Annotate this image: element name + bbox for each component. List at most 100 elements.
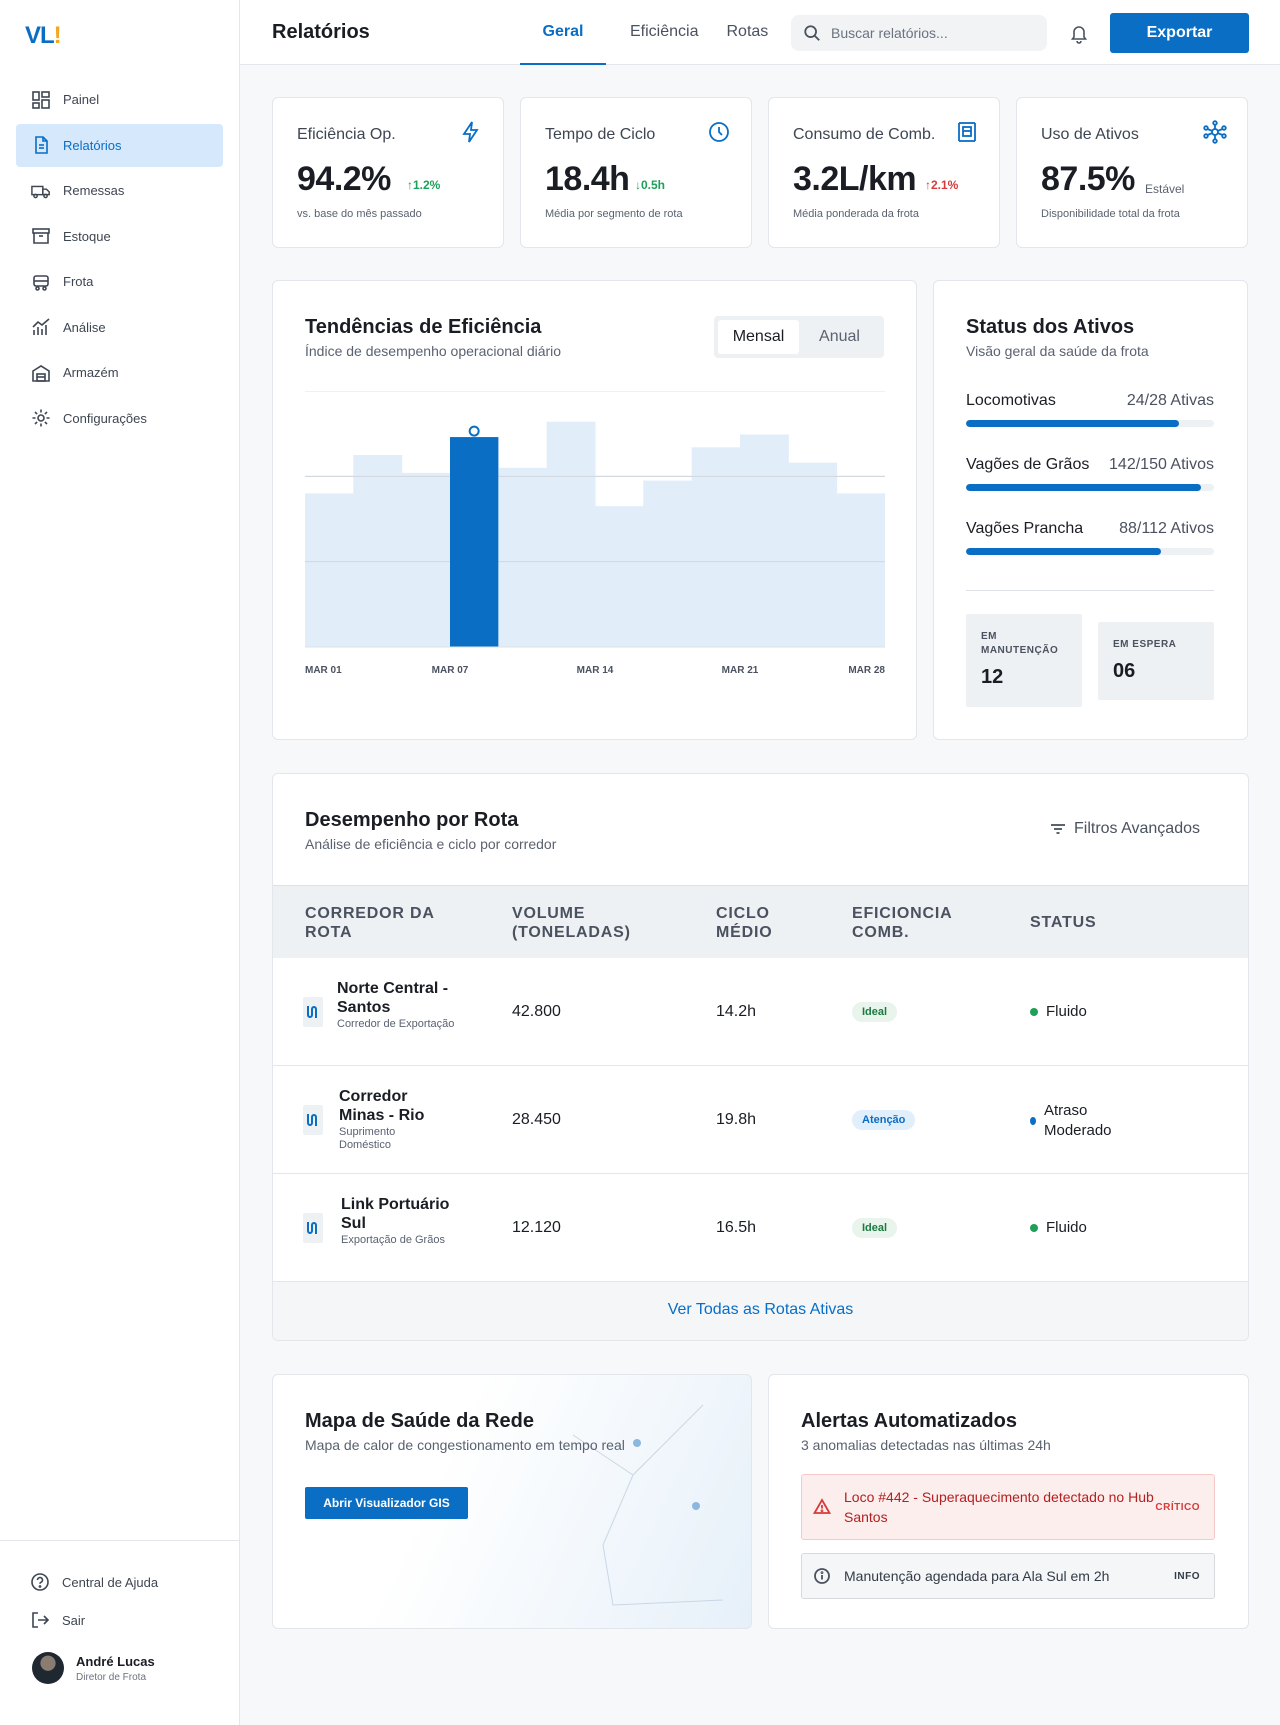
alert-critical[interactable]: Loco #442 - Superaquecimento detectado n… bbox=[801, 1474, 1215, 1540]
toggle-yearly[interactable]: Anual bbox=[819, 328, 860, 345]
chart-bar[interactable] bbox=[740, 434, 789, 647]
kpi-subtitle: Média por segmento de rota bbox=[545, 208, 683, 220]
chart-bar[interactable] bbox=[305, 493, 354, 647]
column-header[interactable]: Eficioncia Comb. bbox=[852, 905, 952, 941]
alert-info[interactable]: Manutenção agendada para Ala Sul em 2h I… bbox=[801, 1553, 1215, 1599]
route-description: Suprimento Doméstico bbox=[339, 1126, 396, 1151]
sidebar-item-label: Relatórios bbox=[63, 137, 122, 153]
clock-icon bbox=[707, 120, 731, 144]
logout-link[interactable]: Sair bbox=[30, 1601, 239, 1639]
route-icon bbox=[303, 1213, 323, 1243]
help-link[interactable]: Central de Ajuda bbox=[30, 1563, 239, 1601]
open-gis-viewer-button[interactable]: Abrir Visualizador GIS bbox=[305, 1487, 468, 1519]
section-title: Desempenho por Rota bbox=[305, 809, 519, 831]
tab-rotas[interactable]: Rotas bbox=[726, 23, 769, 40]
status-dot bbox=[1030, 1007, 1038, 1016]
chart-bar[interactable] bbox=[691, 447, 741, 647]
column-header[interactable]: Volume (Toneladas) bbox=[512, 905, 631, 941]
sidebar-item-remessas[interactable]: Remessas bbox=[16, 169, 223, 212]
sidebar-item-configuracoes[interactable]: Configurações bbox=[16, 397, 223, 440]
asset-status-card: Status dos Ativos Visão geral da saúde d… bbox=[933, 280, 1248, 740]
waiting-stat: EM ESPERA 06 bbox=[1098, 622, 1214, 700]
section-subtitle: Mapa de calor de congestionamento em tem… bbox=[305, 1437, 625, 1453]
progress-fill bbox=[966, 548, 1161, 555]
chart-bar[interactable] bbox=[595, 506, 644, 647]
tab-eficiencia[interactable]: Eficiência bbox=[630, 23, 699, 40]
section-subtitle: Visão geral da saúde da frota bbox=[966, 343, 1149, 359]
section-title: Mapa de Saúde da Rede bbox=[305, 1410, 534, 1432]
period-toggle: Mensal Anual bbox=[714, 316, 884, 358]
chart-bar-highlight[interactable] bbox=[450, 437, 499, 647]
status-dot bbox=[1030, 1117, 1036, 1125]
toggle-monthly[interactable]: Mensal bbox=[718, 320, 799, 354]
user-role: Diretor de Frota bbox=[76, 1671, 147, 1683]
alert-tag: CRÍTICO bbox=[1155, 1501, 1200, 1513]
column-header[interactable]: Corredor da Rota bbox=[305, 905, 435, 941]
search-input[interactable] bbox=[831, 25, 1031, 41]
sidebar-item-estoque[interactable]: Estoque bbox=[16, 215, 223, 258]
help-icon bbox=[31, 1573, 49, 1591]
kpi-title: Consumo de Comb. bbox=[793, 126, 936, 143]
asset-name: Vagões Prancha bbox=[966, 520, 1084, 537]
section-title: Tendências de Eficiência bbox=[305, 316, 542, 338]
kpi-value: 3.2L/km bbox=[793, 160, 917, 198]
analytics-icon bbox=[31, 317, 51, 337]
logout-label: Sair bbox=[62, 1612, 86, 1628]
maintenance-stat: EM MANUTENÇÃO 12 bbox=[966, 614, 1082, 707]
column-header[interactable]: Ciclo Médio bbox=[716, 905, 773, 941]
asset-count: 24/28 Ativas bbox=[1126, 392, 1214, 409]
brand-logo[interactable]: VL! bbox=[25, 22, 62, 49]
filter-icon bbox=[1051, 824, 1065, 834]
alert-text: Manutenção agendada para Ala Sul em 2h bbox=[844, 1568, 1110, 1584]
automated-alerts-card: Alertas Automatizados 3 anomalias detect… bbox=[768, 1374, 1249, 1629]
chart-bar[interactable] bbox=[836, 493, 885, 647]
advanced-filters-button[interactable]: Filtros Avançados bbox=[1050, 820, 1200, 838]
sidebar-item-frota[interactable]: Frota bbox=[16, 260, 223, 303]
route-icon bbox=[303, 1105, 323, 1135]
sidebar: VL! Painel Relatórios Remessas Estoque F… bbox=[0, 0, 240, 1725]
warehouse-icon bbox=[31, 363, 51, 383]
notifications-bell-icon[interactable] bbox=[1068, 22, 1090, 44]
route-performance-card: Desempenho por Rota Análise de eficiênci… bbox=[272, 773, 1249, 1341]
sidebar-item-label: Remessas bbox=[63, 183, 125, 198]
document-icon bbox=[31, 135, 51, 155]
user-profile[interactable]: André Lucas Diretor de Frota bbox=[32, 1652, 155, 1684]
logout-icon bbox=[32, 1612, 50, 1628]
efficiency-bar-chart: MAR 01 MAR 07 MAR 14 MAR 21 MAR 28 bbox=[305, 391, 885, 676]
chart-bar[interactable] bbox=[498, 467, 548, 647]
sidebar-item-relatorios[interactable]: Relatórios bbox=[16, 123, 223, 167]
see-all-routes-link[interactable]: Ver Todas as Rotas Ativas bbox=[273, 1282, 1248, 1340]
table-row[interactable]: Corredor Minas - Rio Suprimento Doméstico… bbox=[273, 1066, 1248, 1174]
chart-bar[interactable] bbox=[643, 480, 693, 647]
top-bar: Relatórios Geral Eficiência Rotas Export… bbox=[240, 0, 1280, 65]
chart-bar[interactable] bbox=[353, 455, 403, 647]
sidebar-item-label: Armazém bbox=[63, 365, 119, 380]
chart-bar[interactable] bbox=[546, 421, 596, 647]
sidebar-item-analise[interactable]: Análise bbox=[16, 306, 223, 349]
x-tick-label: MAR 07 bbox=[432, 665, 469, 676]
asset-name: Locomotivas bbox=[966, 392, 1056, 409]
table-row[interactable]: Norte Central - Santos Corredor de Export… bbox=[273, 958, 1248, 1066]
tab-geral[interactable]: Geral bbox=[520, 0, 606, 65]
kpi-subtitle: Média ponderada da frota bbox=[793, 208, 919, 220]
sidebar-item-painel[interactable]: Painel bbox=[16, 78, 223, 121]
chart-bar[interactable] bbox=[401, 472, 451, 647]
stat-value: 06 bbox=[1113, 660, 1136, 682]
efficiency-badge: Ideal bbox=[852, 1002, 898, 1022]
x-tick-label: MAR 01 bbox=[305, 665, 342, 676]
section-subtitle: Análise de eficiência e ciclo por corred… bbox=[305, 836, 557, 852]
tab-bar: Geral Eficiência Rotas bbox=[520, 0, 782, 65]
table-row[interactable]: Link Portuário Sul Exportação de Grãos 12… bbox=[273, 1174, 1248, 1282]
asset-row-grain-wagons: Vagões de Grãos 142/150 Ativos bbox=[966, 456, 1214, 491]
page-title: Relatórios bbox=[272, 21, 370, 43]
info-icon bbox=[812, 1566, 832, 1586]
sidebar-item-armazem[interactable]: Armazém bbox=[16, 351, 223, 394]
sidebar-nav: Painel Relatórios Remessas Estoque Frota… bbox=[16, 78, 223, 442]
export-button[interactable]: Exportar bbox=[1110, 13, 1249, 53]
help-label: Central de Ajuda bbox=[62, 1574, 159, 1590]
progress-bar bbox=[966, 484, 1214, 491]
column-header[interactable]: Status bbox=[1030, 914, 1097, 931]
sidebar-item-label: Painel bbox=[63, 92, 100, 107]
chart-bar[interactable] bbox=[788, 462, 838, 647]
section-subtitle: Índice de desempenho operacional diário bbox=[305, 343, 562, 359]
